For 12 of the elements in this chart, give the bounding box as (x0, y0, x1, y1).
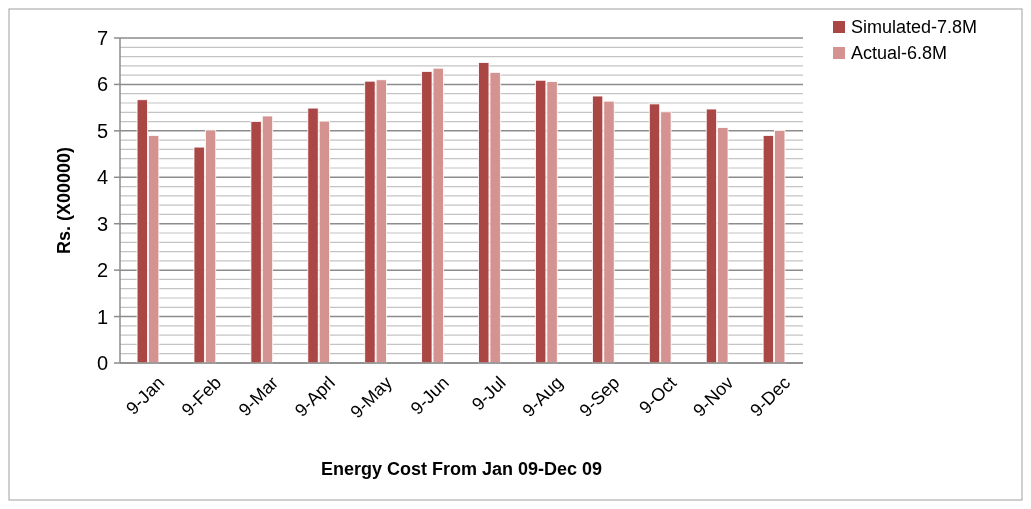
y-tick-label: 2 (96, 259, 108, 282)
y-tick-label: 3 (96, 212, 108, 235)
y-tick-label: 5 (96, 119, 108, 142)
legend-label: Simulated-7.8M (851, 17, 978, 38)
legend-label: Actual-6.8M (851, 43, 948, 64)
y-tick-label: 6 (96, 73, 108, 96)
y-tick-label: 4 (96, 166, 108, 189)
y-axis-title: Rs. (X00000) (54, 146, 74, 255)
y-tick-label: 7 (96, 27, 108, 49)
y-tick-label: 1 (96, 305, 108, 328)
x-axis-title: Energy Cost From Jan 09-Dec 09 (320, 459, 603, 479)
y-tick-label: 0 (96, 352, 108, 374)
